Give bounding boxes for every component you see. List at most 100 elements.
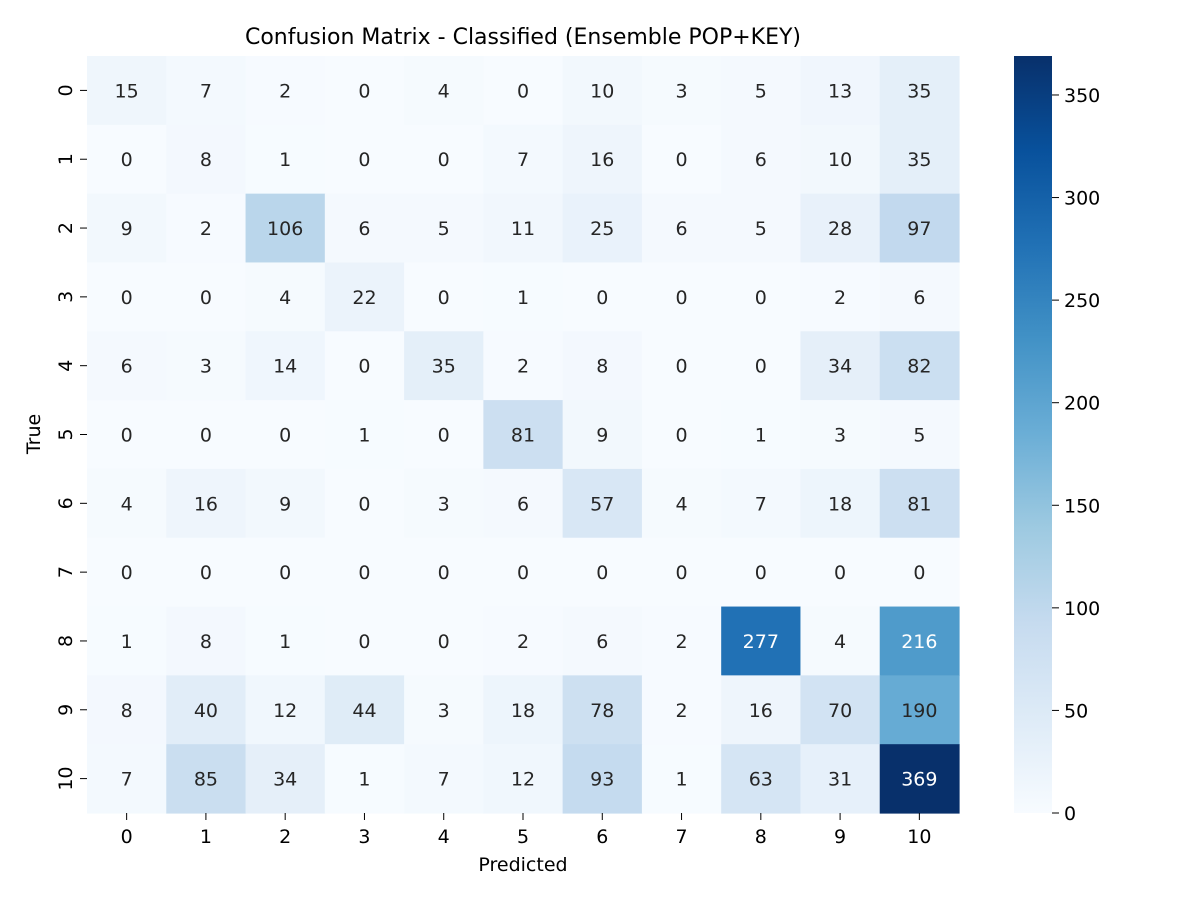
- cell-value-label: 6: [517, 493, 529, 515]
- heatmap-cell-6-9: [800, 468, 881, 539]
- colorbar-tick-label: 0: [1064, 803, 1076, 825]
- cell-value-label: 5: [755, 218, 767, 240]
- heatmap-cell-6-7: [641, 468, 722, 539]
- heatmap-cell-10-7: [641, 744, 722, 814]
- cell-value-label: 0: [517, 562, 529, 584]
- x-tick-label: 9: [834, 826, 846, 848]
- x-tick-label: 0: [121, 826, 133, 848]
- heatmap-cell-0-7: [641, 56, 722, 126]
- cell-value-label: 0: [358, 80, 370, 102]
- cell-value-label: 81: [907, 493, 931, 515]
- cell-value-label: 16: [194, 493, 218, 515]
- cell-value-label: 35: [432, 356, 456, 378]
- y-tick-label: 7: [55, 566, 77, 578]
- cell-value-label: 0: [438, 562, 450, 584]
- heatmap-cell-1-8: [721, 124, 802, 195]
- cell-value-label: 11: [511, 218, 535, 240]
- y-axis-label: True: [23, 414, 45, 455]
- cell-value-label: 0: [913, 562, 925, 584]
- heatmap-cell-10-5: [483, 744, 564, 814]
- cell-value-label: 97: [907, 218, 931, 240]
- cell-value-label: 8: [200, 631, 212, 653]
- cell-value-label: 5: [913, 425, 925, 447]
- y-tick-label: 2: [55, 222, 77, 234]
- heatmap-cell-10-9: [800, 744, 881, 814]
- cell-value-label: 3: [675, 80, 687, 102]
- cell-value-label: 0: [755, 356, 767, 378]
- x-tick-label: 8: [755, 826, 767, 848]
- cell-value-label: 0: [358, 631, 370, 653]
- heatmap-cell-9-7: [641, 675, 722, 745]
- colorbar-tick-label: 50: [1064, 700, 1088, 722]
- cell-value-label: 0: [358, 493, 370, 515]
- cell-value-label: 3: [200, 356, 212, 378]
- y-axis-ticks: 0 1 2 3 4 5 6 7 8 9 10: [55, 84, 87, 791]
- x-tick-label: 7: [675, 826, 687, 848]
- heatmap-cell-5-5: [483, 400, 564, 470]
- heatmap-cell-9-5: [483, 675, 564, 745]
- heatmap-cell-2-6: [562, 193, 643, 264]
- heatmap-cell-2-8: [721, 193, 802, 264]
- cell-value-label: 7: [517, 149, 529, 171]
- heatmap-cell-8-1: [166, 606, 247, 676]
- heatmap-cell-9-9: [800, 675, 881, 745]
- heatmap-cell-7-10: [879, 537, 960, 608]
- cell-value-label: 28: [828, 218, 852, 240]
- heatmap-cell-5-9: [800, 400, 881, 470]
- heatmap-cell-3-8: [721, 262, 802, 332]
- heatmap-cell-10-6: [562, 744, 643, 814]
- heatmap-cell-2-5: [483, 193, 564, 264]
- x-tick-label: 3: [358, 826, 370, 848]
- x-axis-label: Predicted: [478, 854, 567, 876]
- cell-value-label: 4: [834, 631, 846, 653]
- cell-value-label: 0: [358, 356, 370, 378]
- cell-value-label: 6: [755, 149, 767, 171]
- cell-value-label: 1: [675, 769, 687, 791]
- cell-value-label: 7: [200, 80, 212, 102]
- heatmap-cell-2-7: [641, 193, 722, 264]
- heatmap-cell-9-4: [404, 675, 484, 745]
- heatmap-cell-0-6: [562, 56, 643, 126]
- cell-value-label: 0: [358, 149, 370, 171]
- y-tick-label: 10: [55, 766, 77, 790]
- cell-value-label: 9: [596, 425, 608, 447]
- heatmap-cell-7-4: [404, 537, 484, 608]
- cell-value-label: 0: [755, 562, 767, 584]
- heatmap-cell-4-10: [879, 331, 960, 401]
- cell-value-label: 0: [438, 149, 450, 171]
- heatmap-cell-0-4: [404, 56, 484, 126]
- heatmap-cell-3-5: [483, 262, 564, 332]
- cell-value-label: 2: [675, 700, 687, 722]
- heatmap-cell-1-4: [404, 124, 484, 195]
- heatmap-cell-4-6: [562, 331, 643, 401]
- cell-value-label: 3: [438, 493, 450, 515]
- heatmap-cell-8-7: [641, 606, 722, 676]
- cell-value-label: 93: [590, 769, 614, 791]
- cell-value-label: 0: [675, 425, 687, 447]
- heatmap-cell-5-1: [166, 400, 247, 470]
- cell-value-label: 12: [511, 769, 535, 791]
- cell-value-label: 0: [200, 425, 212, 447]
- colorbar-tick-label: 250: [1064, 290, 1100, 312]
- heatmap-cell-5-4: [404, 400, 484, 470]
- heatmap-cell-7-0: [87, 537, 167, 608]
- cell-value-label: 0: [279, 562, 291, 584]
- cell-value-label: 2: [834, 287, 846, 309]
- cell-value-label: 22: [352, 287, 376, 309]
- colorbar-gradient: [1014, 56, 1052, 813]
- heatmap-cell-9-1: [166, 675, 247, 745]
- heatmap-cell-2-10: [879, 193, 960, 264]
- heatmap-cell-9-8: [721, 675, 802, 745]
- heatmap-cell-1-3: [324, 124, 405, 195]
- cell-value-label: 9: [121, 218, 133, 240]
- cell-value-label: 8: [200, 149, 212, 171]
- heatmap-cell-5-0: [87, 400, 167, 470]
- cell-value-label: 1: [358, 769, 370, 791]
- heatmap-cell-1-2: [245, 124, 326, 195]
- heatmap-cell-7-2: [245, 537, 326, 608]
- heatmap-cell-9-2: [245, 675, 326, 745]
- heatmap-cell-7-7: [641, 537, 722, 608]
- cell-value-label: 5: [438, 218, 450, 240]
- heatmap-cell-3-3: [324, 262, 405, 332]
- heatmap-cell-3-10: [879, 262, 960, 332]
